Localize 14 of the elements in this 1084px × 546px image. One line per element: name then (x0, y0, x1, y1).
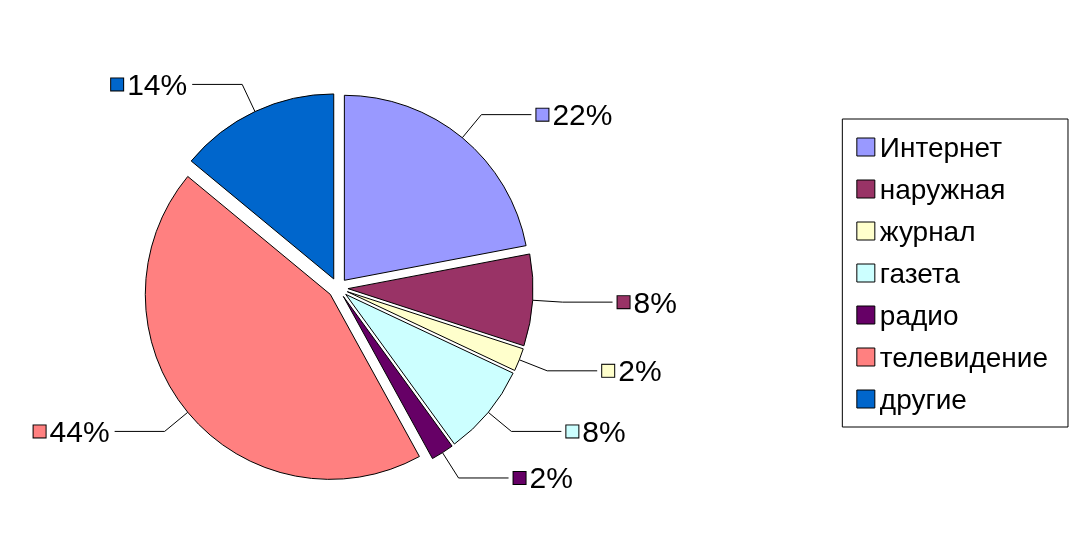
legend-label: другие (879, 383, 967, 415)
data-label: 44% (49, 414, 110, 448)
legend-label: журнал (879, 215, 976, 247)
legend-label: наружная (879, 173, 1006, 205)
data-label: 14% (127, 67, 188, 101)
data-label: 8% (582, 414, 626, 448)
legend-label: телевидение (879, 341, 1049, 373)
data-label: 2% (529, 461, 573, 495)
legend-label: Интернет (879, 131, 1003, 163)
data-label: 22% (552, 98, 613, 132)
data-label: 2% (618, 354, 662, 388)
data-label: 8% (633, 285, 677, 319)
legend-label: газета (879, 257, 961, 289)
legend-label: радио (879, 299, 959, 331)
